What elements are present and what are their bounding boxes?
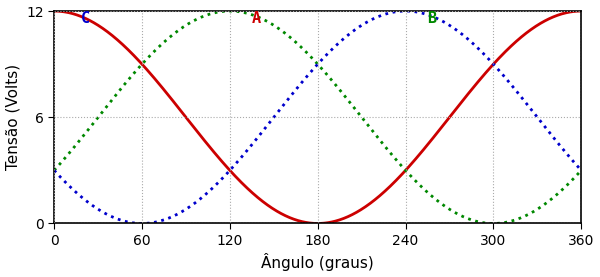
Y-axis label: Tensão (Volts): Tensão (Volts) bbox=[5, 64, 20, 170]
Text: C: C bbox=[80, 11, 89, 26]
Text: A: A bbox=[252, 11, 261, 26]
X-axis label: Ângulo (graus): Ângulo (graus) bbox=[262, 253, 374, 271]
Text: B: B bbox=[428, 11, 437, 26]
